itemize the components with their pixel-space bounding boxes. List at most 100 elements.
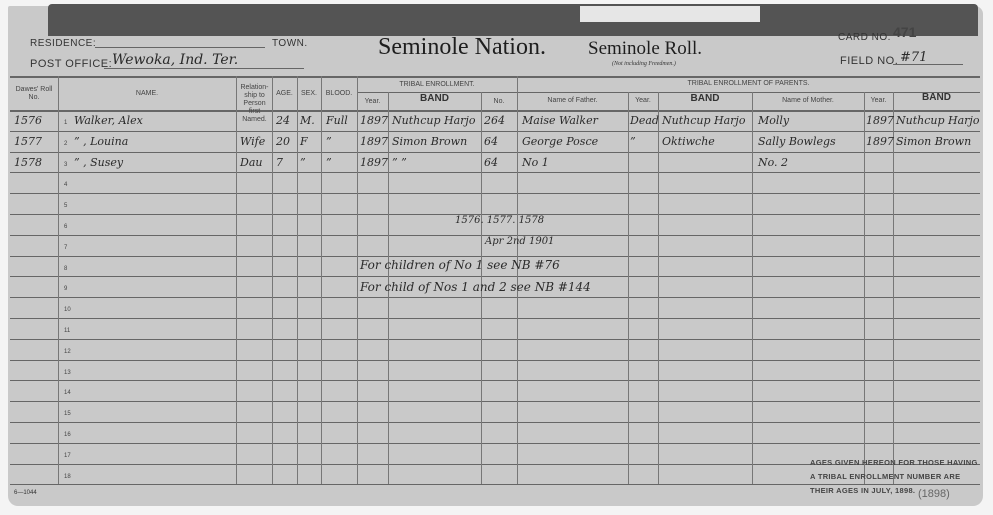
cell-mband: Simon Brown xyxy=(896,134,972,148)
col-dawes: Dawes' Roll No. xyxy=(15,86,53,101)
col-tribal-enrollment: TRIBAL ENROLLMENT. xyxy=(399,81,475,88)
cell-blood: ” xyxy=(326,134,332,148)
row-number: 11 xyxy=(64,328,71,334)
cell-rel: Dau xyxy=(240,155,263,169)
row-rule xyxy=(10,130,980,132)
ages-note-line: THEIR AGES IN JULY, 1898. xyxy=(810,486,916,495)
cell-blood: Full xyxy=(326,114,348,127)
cell-mother: Sally Bowlegs xyxy=(758,134,836,148)
row-rule xyxy=(10,422,980,423)
row-rule xyxy=(10,76,980,78)
cell-myear: 1897 xyxy=(866,134,894,148)
cell-dawes: 1577 xyxy=(14,134,42,148)
column-rule xyxy=(272,76,273,485)
row-rule xyxy=(10,110,980,112)
cell-sex: M. xyxy=(300,114,315,127)
column-rule xyxy=(58,76,59,485)
row-number: 13 xyxy=(64,369,71,376)
row-number: 16 xyxy=(64,432,71,438)
col-father-band: BAND xyxy=(690,93,720,104)
row-rule xyxy=(10,151,980,153)
col-blood: BLOOD. xyxy=(325,90,353,97)
row-number: 6 xyxy=(64,224,68,230)
ages-note-line: AGES GIVEN HEREON FOR THOSE HAVING xyxy=(810,458,978,467)
cell-fyear: Dead xyxy=(630,114,659,127)
row-rule xyxy=(10,380,980,382)
row-number: 14 xyxy=(64,390,71,397)
row-number: 4 xyxy=(64,182,68,189)
col-name: NAME. xyxy=(135,90,159,97)
cell-band: Simon Brown xyxy=(392,134,468,148)
cell-sex: F xyxy=(300,134,308,148)
col-sex: SEX. xyxy=(301,90,317,97)
row-rule xyxy=(10,172,980,174)
cell-year: 1897 xyxy=(360,114,388,127)
row-rule xyxy=(10,234,980,236)
cell-mband: Nuthcup Harjo xyxy=(896,114,980,127)
cell-fband: Nuthcup Harjo xyxy=(662,114,746,127)
row-number: 15 xyxy=(64,411,71,418)
annotation-note-1: For children of No 1 see NB #76 xyxy=(360,258,560,272)
town-label: TOWN. xyxy=(272,38,308,49)
col-te-year: Year. xyxy=(364,98,381,105)
annotation-roll-numbers: 1576. 1577. 1578 xyxy=(455,215,545,226)
cell-no: 64 xyxy=(484,155,498,169)
subtitle: (Not including Freedmen.) xyxy=(612,61,676,67)
col-parents: TRIBAL ENROLLMENT OF PARENTS. xyxy=(687,80,810,87)
card-top-edge xyxy=(48,4,978,36)
row-rule xyxy=(10,401,980,403)
col-mother-year: Year. xyxy=(870,97,887,104)
row-rule xyxy=(10,359,980,361)
row-rule xyxy=(10,193,980,195)
row-number: 5 xyxy=(64,203,68,210)
cell-dawes: 1576 xyxy=(14,114,42,127)
post-office-value: Wewoka, Ind. Ter. xyxy=(112,52,239,68)
column-rule xyxy=(893,92,894,485)
annotation-date: Apr 2nd 1901 xyxy=(485,236,555,247)
row-rule xyxy=(357,92,980,93)
ages-note: AGES GIVEN HEREON FOR THOSE HAVING A TRI… xyxy=(810,456,978,498)
cell-father: George Posce xyxy=(522,134,599,148)
cell-year: 1897 xyxy=(360,155,388,169)
row-rule xyxy=(10,276,980,278)
row-number: 1 xyxy=(64,120,68,126)
cell-mother: No. 2 xyxy=(758,155,789,169)
cell-fband: Oktiwche xyxy=(662,134,715,148)
row-number: 7 xyxy=(64,244,68,251)
column-rule xyxy=(357,76,358,485)
card-no-value: 471 xyxy=(893,24,917,40)
annotation-note-2: For child of Nos 1 and 2 see NB #144 xyxy=(360,280,591,294)
cell-age: 7 xyxy=(276,155,283,169)
column-rule xyxy=(388,92,389,485)
cell-rel: Wife xyxy=(240,134,266,148)
cell-sex: ” xyxy=(300,155,306,169)
row-number: 9 xyxy=(64,286,68,293)
column-rule xyxy=(517,76,518,485)
title-roll: Seminole Roll. xyxy=(588,38,702,59)
cell-age: 20 xyxy=(276,134,290,148)
row-rule xyxy=(10,214,980,215)
cell-no: 264 xyxy=(484,114,505,127)
row-rule xyxy=(10,463,980,465)
col-te-band: BAND xyxy=(420,93,449,104)
column-rule xyxy=(752,92,753,485)
field-no-value: #71 xyxy=(900,50,928,65)
form-number: 6—1044 xyxy=(14,490,37,496)
column-rule xyxy=(236,76,237,485)
ages-note-line: A TRIBAL ENROLLMENT NUMBER ARE xyxy=(810,472,961,481)
row-number: 12 xyxy=(64,348,71,355)
row-number: 17 xyxy=(64,452,71,459)
cell-father: No 1 xyxy=(522,155,549,169)
column-rule xyxy=(481,92,482,485)
cell-father: Maise Walker xyxy=(522,114,598,127)
row-rule xyxy=(10,338,980,340)
row-rule xyxy=(10,255,980,257)
cell-name: ” , Louina xyxy=(74,134,129,148)
cell-no: 64 xyxy=(484,134,498,148)
row-number: 2 xyxy=(64,140,68,147)
col-mother-band: BAND xyxy=(922,92,951,103)
cell-mother: Molly xyxy=(758,114,790,127)
column-rule xyxy=(297,76,298,485)
cell-age: 24 xyxy=(276,114,290,127)
field-no-label: FIELD NO. xyxy=(840,55,899,67)
